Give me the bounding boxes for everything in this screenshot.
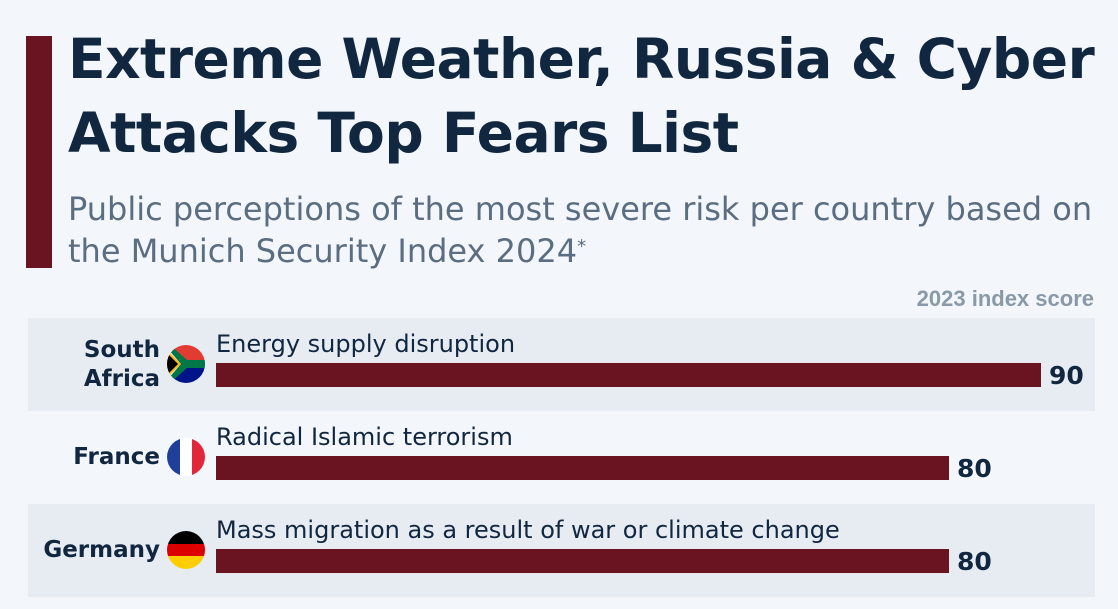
country-label: Germany xyxy=(43,537,160,563)
chart-row-germany: Germany Mass migration as a result of wa… xyxy=(28,504,1095,597)
chart-row-south-africa: South Africa Energy supply disruption 90 xyxy=(28,318,1095,411)
title-accent-bar xyxy=(26,36,52,268)
france-flag-icon xyxy=(167,438,205,476)
subtitle-text: Public perceptions of the most severe ri… xyxy=(68,190,1093,270)
germany-flag-icon xyxy=(167,531,205,569)
chart-row-france: France Radical Islamic terrorism 80 xyxy=(28,411,1095,504)
value-label: 90 xyxy=(1049,361,1084,390)
risk-label: Radical Islamic terrorism xyxy=(216,423,513,451)
value-label: 80 xyxy=(957,454,992,483)
value-label: 80 xyxy=(957,547,992,576)
footnote-mark: * xyxy=(577,236,587,257)
bar xyxy=(216,363,1041,387)
chart-subtitle: Public perceptions of the most severe ri… xyxy=(68,188,1108,272)
country-label: South Africa xyxy=(83,337,160,392)
bar xyxy=(216,549,949,573)
score-column-label: 2023 index score xyxy=(916,286,1094,311)
bar xyxy=(216,456,949,480)
chart-title: Extreme Weather, Russia & Cyber Attacks … xyxy=(68,27,1095,165)
country-label: France xyxy=(73,444,160,470)
south-africa-flag-icon xyxy=(167,345,205,383)
risk-label: Mass migration as a result of war or cli… xyxy=(216,516,840,544)
risk-label: Energy supply disruption xyxy=(216,330,516,358)
